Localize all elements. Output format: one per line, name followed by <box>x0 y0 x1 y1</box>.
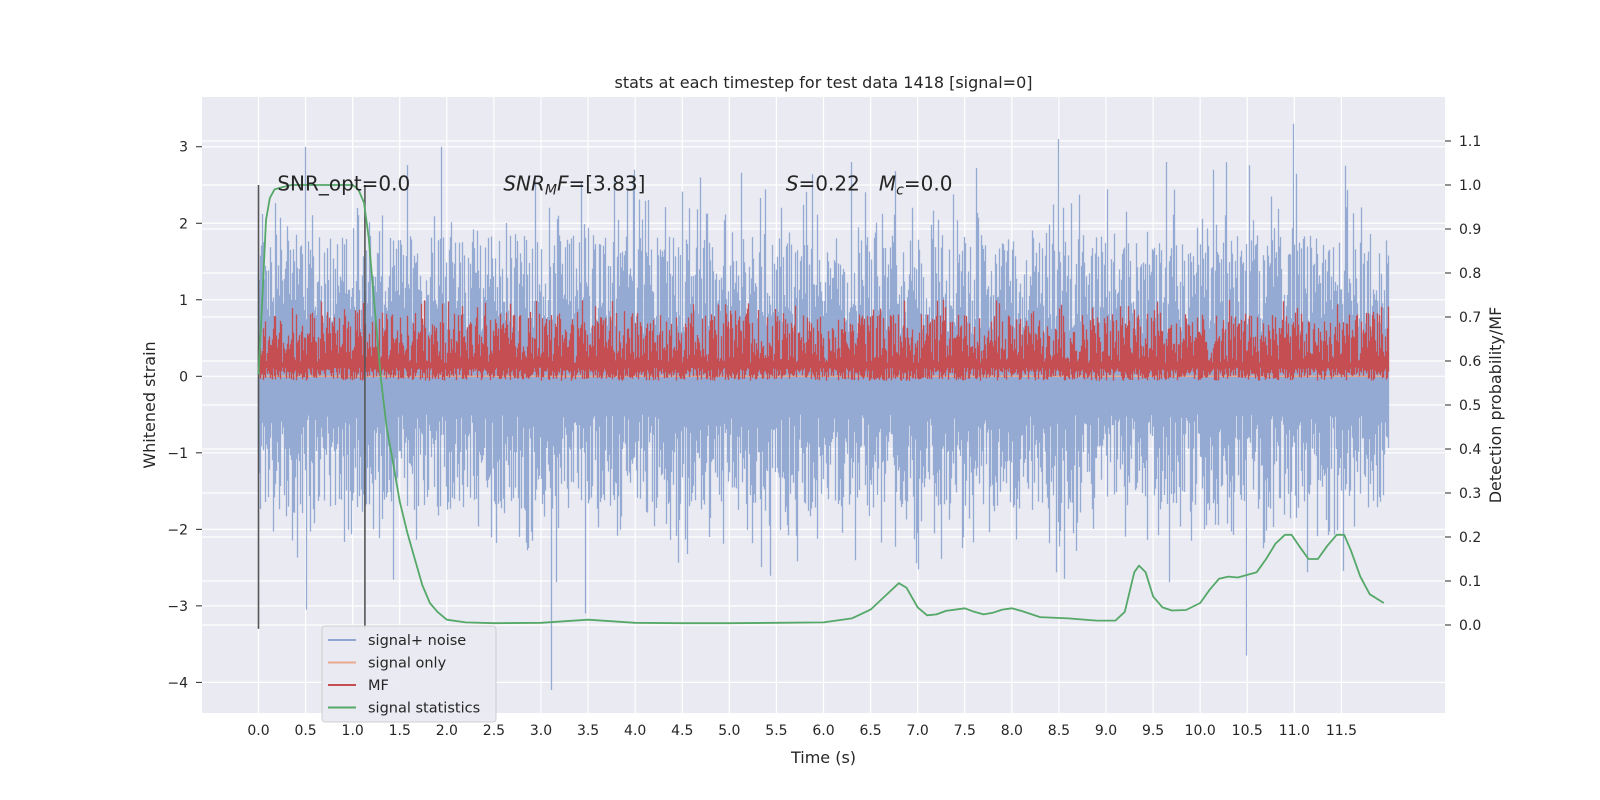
y-tick-label-right: 1.0 <box>1459 178 1481 194</box>
x-tick-label: 11.5 <box>1326 723 1357 739</box>
y-tick-label-left: 1 <box>179 293 188 309</box>
y-tick-label-right: 0.6 <box>1459 354 1481 370</box>
x-tick-label: 4.0 <box>624 723 646 739</box>
annotation-s-mc: S=0.22 Mc=0.0 <box>786 171 953 198</box>
x-tick-label: 0.5 <box>294 723 316 739</box>
y-axis-label-right: Detection probability/MF <box>1486 307 1505 504</box>
y-tick-label-right: 0.7 <box>1459 310 1481 326</box>
y-tick-label-left: 3 <box>179 140 188 156</box>
tick-labels: 0.0 0.5 1.0 1.5 2.0 2.5 3.0 3.5 4.0 4.5 5.0 5.5 6.0 6… <box>167 134 1481 739</box>
y-tick-label-right: 0.1 <box>1459 574 1481 590</box>
y-tick-label-right: 0.2 <box>1459 530 1481 546</box>
x-tick-label: 1.0 <box>342 723 364 739</box>
y-tick-label-right: 0.3 <box>1459 486 1481 502</box>
x-tick-label: 2.0 <box>436 723 458 739</box>
x-tick-label: 11.0 <box>1279 723 1310 739</box>
x-axis-label: Time (s) <box>790 748 856 767</box>
series-signal-statistics <box>257 184 1385 625</box>
x-tick-label: 5.0 <box>718 723 740 739</box>
y-tick-label-left: 0 <box>179 369 188 385</box>
x-tick-label: 3.5 <box>577 723 599 739</box>
x-tick-label: 8.5 <box>1048 723 1070 739</box>
x-tick-label: 4.5 <box>671 723 693 739</box>
y-tick-label-left: 2 <box>179 216 188 232</box>
y-tick-label-right: 0.9 <box>1459 222 1481 238</box>
y-tick-label-right: 0.5 <box>1459 398 1481 414</box>
x-tick-label: 7.0 <box>907 723 929 739</box>
legend-label: signal statistics <box>368 701 480 717</box>
x-tick-label: 9.5 <box>1142 723 1164 739</box>
x-tick-label: 8.0 <box>1001 723 1023 739</box>
y-tick-label-right: 0.0 <box>1459 618 1481 634</box>
annotation-snr-opt: SNR_opt=0.0 <box>277 171 410 195</box>
y-tick-label-right: 1.1 <box>1459 134 1481 150</box>
x-tick-label: 2.5 <box>483 723 505 739</box>
y-tick-label-left: −3 <box>167 599 188 615</box>
annotation-snr-mf: SNRMF=[3.83] <box>503 171 645 198</box>
x-tick-label: 6.5 <box>859 723 881 739</box>
x-tick-label: 10.5 <box>1232 723 1263 739</box>
x-tick-label: 9.0 <box>1095 723 1117 739</box>
annotations: SNR_opt=0.0 SNRMF=[3.83] S=0.22 Mc=0.0 <box>277 171 952 198</box>
legend: signal+ noise signal only MF signal statist… <box>321 625 497 723</box>
x-tick-label: 3.0 <box>530 723 552 739</box>
series-layer <box>257 123 1390 690</box>
x-tick-label: 5.5 <box>765 723 787 739</box>
chart-title: stats at each timestep for test data 141… <box>614 73 1032 92</box>
x-tick-label: 10.0 <box>1185 723 1216 739</box>
x-tick-label: 0.0 <box>247 723 269 739</box>
y-axis-label-left: Whitened strain <box>140 341 159 468</box>
x-tick-label: 7.5 <box>954 723 976 739</box>
y-tick-label-right: 0.4 <box>1459 442 1481 458</box>
x-tick-label: 6.0 <box>812 723 834 739</box>
y-tick-label-left: −2 <box>167 522 188 538</box>
legend-label: MF <box>368 678 389 694</box>
legend-label: signal+ noise <box>368 633 466 649</box>
y-tick-label-left: −4 <box>167 675 188 691</box>
legend-label: signal only <box>368 656 447 672</box>
y-tick-label-right: 0.8 <box>1459 266 1481 282</box>
x-tick-label: 1.5 <box>389 723 411 739</box>
y-tick-label-left: −1 <box>167 446 188 462</box>
legend-box <box>321 625 497 723</box>
